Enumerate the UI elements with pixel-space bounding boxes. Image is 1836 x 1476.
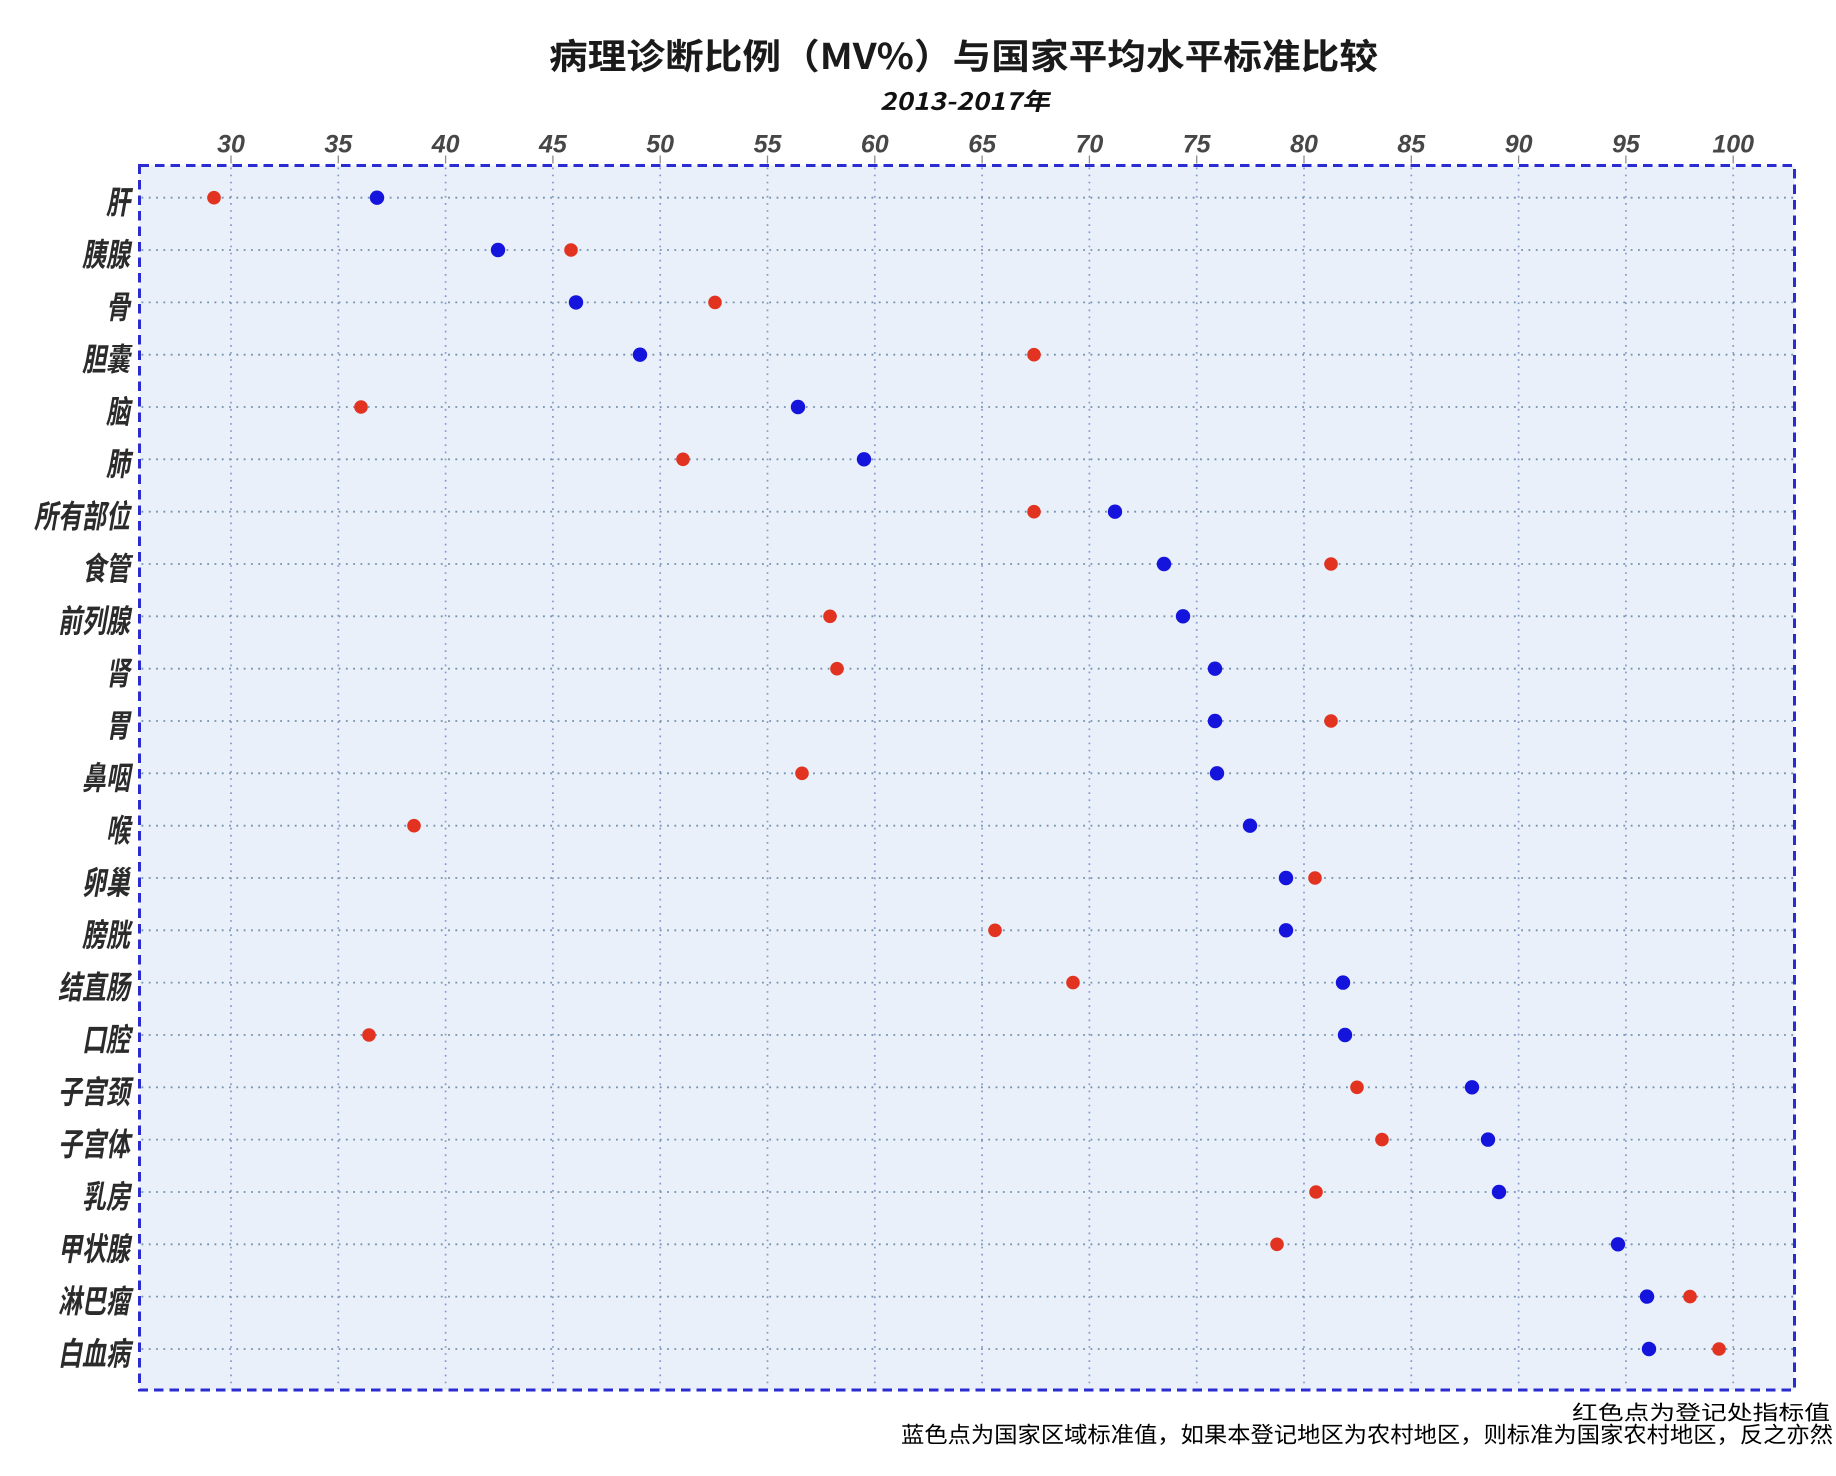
svg-text:55: 55: [754, 131, 783, 159]
svg-text:100: 100: [1712, 131, 1754, 159]
svg-text:50: 50: [646, 131, 674, 159]
svg-text:65: 65: [968, 131, 997, 159]
svg-text:85: 85: [1397, 131, 1426, 159]
svg-text:45: 45: [538, 131, 568, 159]
svg-text:70: 70: [1075, 131, 1103, 159]
svg-text:40: 40: [431, 131, 460, 159]
svg-text:30: 30: [217, 131, 245, 159]
svg-text:90: 90: [1505, 131, 1533, 159]
svg-text:80: 80: [1290, 131, 1318, 159]
svg-text:35: 35: [324, 131, 353, 159]
svg-text:75: 75: [1183, 131, 1212, 159]
svg-text:95: 95: [1612, 131, 1641, 159]
svg-text:60: 60: [861, 131, 889, 159]
